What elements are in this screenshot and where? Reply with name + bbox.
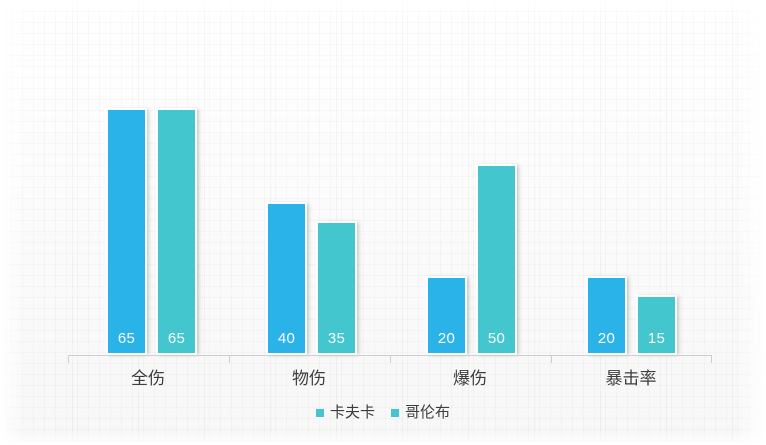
bar-value-label: 35: [327, 330, 346, 347]
bar-group: 20 50: [422, 22, 535, 355]
square-marker-icon: [315, 409, 324, 417]
x-axis-tick: [390, 355, 391, 363]
x-axis-tick: [68, 355, 69, 363]
bar-series0-cat3[interactable]: 20: [586, 276, 627, 355]
bar-group: 40 35: [262, 22, 375, 355]
legend-item-label: 哥伦布: [405, 404, 451, 421]
bar-value-label: 65: [117, 330, 136, 347]
legend-item-label: 卡夫卡: [329, 404, 375, 421]
bar-value-label: 40: [277, 330, 296, 347]
legend-item-gelunbu[interactable]: 哥伦布: [391, 404, 450, 422]
bar-value-label: 15: [647, 330, 666, 347]
bar-value-label: 20: [437, 330, 456, 347]
bar-series0-cat2[interactable]: 20: [426, 276, 467, 355]
bar-value-label: 50: [487, 330, 506, 347]
square-marker-icon: [391, 409, 399, 417]
bar-series0-cat0[interactable]: 65: [106, 108, 147, 355]
plot-area: 65 65 40 35 20 50 20: [68, 22, 712, 355]
bar-group: 65 65: [102, 22, 215, 355]
bar-group: 20 15: [582, 22, 695, 355]
bar-series1-cat2[interactable]: 50: [476, 164, 517, 355]
legend-item-kafuka[interactable]: 卡夫卡: [315, 404, 375, 422]
category-label-0: 全伤: [131, 369, 165, 388]
bar-series1-cat1[interactable]: 35: [316, 221, 357, 355]
x-axis-tick: [711, 355, 712, 363]
category-label-3: 暴击率: [605, 369, 657, 388]
category-label-2: 爆伤: [453, 369, 487, 388]
bar-series1-cat0[interactable]: 65: [156, 108, 197, 355]
chart-legend: 卡夫卡 哥伦布: [0, 404, 766, 422]
x-axis-tick: [229, 355, 230, 363]
bar-value-label: 65: [167, 330, 186, 347]
x-axis-tick: [551, 355, 552, 363]
bar-series1-cat3[interactable]: 15: [636, 295, 677, 355]
bar-value-label: 20: [597, 330, 616, 347]
category-label-1: 物伤: [292, 369, 326, 388]
bar-series0-cat1[interactable]: 40: [266, 202, 307, 355]
